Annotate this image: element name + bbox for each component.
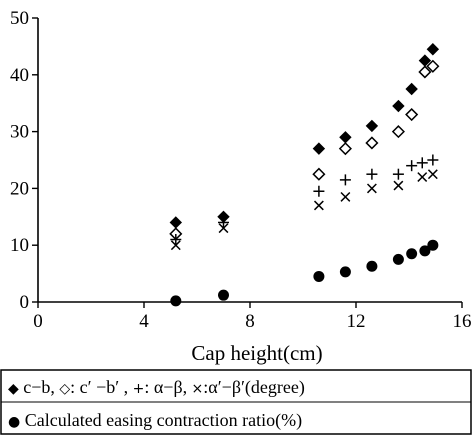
axes xyxy=(32,17,463,308)
series-diamond-open xyxy=(169,59,440,241)
x-tick-label: 16 xyxy=(453,311,472,332)
circle-filled-point xyxy=(419,245,431,257)
cross-point xyxy=(393,180,404,191)
circle-filled-point xyxy=(406,248,418,260)
cross-point xyxy=(340,191,351,202)
legend: ◆ c−b, ◇: c′ −b′ , +: α−β, ×:α′−β′(degre… xyxy=(0,369,472,435)
x-axis-title: Cap height(cm) xyxy=(191,341,322,365)
series-diamond-filled xyxy=(169,43,440,229)
x-tick-label: 0 xyxy=(33,311,43,332)
series-plus xyxy=(170,154,439,246)
cross-point xyxy=(417,172,428,182)
circle-filled-point xyxy=(339,266,351,278)
legend-marker: × xyxy=(187,381,203,397)
legend-label: :α′−β′(degree) xyxy=(203,377,305,398)
plus-point xyxy=(406,160,418,172)
plus-point xyxy=(339,174,351,186)
cross-point xyxy=(366,183,377,194)
plus-point xyxy=(313,185,325,197)
diamond-open-point xyxy=(312,167,326,181)
cross-point-b xyxy=(170,240,181,251)
x-tick-label: 8 xyxy=(245,311,255,332)
plus-point xyxy=(170,234,182,246)
plus-point xyxy=(366,168,378,180)
legend-label: : c′ −b′ , xyxy=(70,377,128,397)
diamond-open-point xyxy=(426,59,440,73)
plus-point xyxy=(427,154,439,166)
circle-filled-point xyxy=(427,239,439,251)
cross-point-b xyxy=(393,180,404,191)
diamond-filled-point xyxy=(312,142,326,155)
circle-filled-point xyxy=(170,295,182,307)
plus-point xyxy=(392,168,404,180)
y-tick-label: 20 xyxy=(10,178,29,199)
cross-point-b xyxy=(427,169,438,180)
legend-marker: ● xyxy=(8,414,20,430)
cross-point-b xyxy=(366,183,377,194)
circle-filled-point xyxy=(366,260,378,272)
cross-point xyxy=(170,240,181,251)
diamond-filled-point xyxy=(426,43,440,56)
diamond-filled-point xyxy=(339,131,352,144)
diamond-open-point xyxy=(418,65,432,79)
x-tick-label: 12 xyxy=(347,311,366,332)
diamond-open-point xyxy=(391,125,405,139)
diamond-filled-point xyxy=(365,119,379,133)
y-tick-label: 10 xyxy=(10,235,29,256)
legend-line-1: ◆ c−b, ◇: c′ −b′ , +: α−β, ×:α′−β′(degre… xyxy=(8,377,305,398)
cross-point-b xyxy=(417,172,428,182)
cross-point xyxy=(313,200,324,211)
legend-line-2: ● Calculated easing contraction ratio(%) xyxy=(8,410,302,431)
legend-label: : α−β, xyxy=(144,377,187,397)
y-tick-label: 50 xyxy=(10,8,29,29)
circle-filled-point xyxy=(218,289,229,301)
plus-point xyxy=(416,157,428,169)
tick-labels: 0 10 20 30 40 50 0 4 8 12 16 xyxy=(10,8,472,332)
legend-marker: ◇ xyxy=(55,381,70,397)
diamond-filled-point xyxy=(392,99,405,113)
circle-filled-point xyxy=(313,270,325,282)
y-tick-label: 30 xyxy=(10,122,29,143)
plus-point xyxy=(218,216,229,228)
circle-filled-point xyxy=(392,253,404,265)
legend-label: Calculated easing contraction ratio(%) xyxy=(20,410,302,431)
legend-label: c−b, xyxy=(19,377,55,397)
diamond-open-point xyxy=(365,136,379,150)
series-circle-filled xyxy=(170,239,439,307)
diamond-open-point xyxy=(338,142,352,156)
y-tick-label: 40 xyxy=(10,65,29,86)
cross-point-b xyxy=(218,223,229,234)
diamond-filled-point xyxy=(405,82,418,96)
cross-point-b xyxy=(340,191,351,202)
cross-point-b xyxy=(313,200,324,211)
diamond-filled-point xyxy=(169,216,183,229)
diamond-open-point xyxy=(405,107,419,122)
cross-point xyxy=(218,223,229,234)
legend-marker: ◆ xyxy=(8,381,19,397)
data-marks xyxy=(169,43,440,307)
cross-point xyxy=(427,169,438,180)
series-cross xyxy=(170,169,438,251)
x-tick-label: 4 xyxy=(139,311,149,332)
y-tick-label: 0 xyxy=(20,292,30,313)
legend-marker: + xyxy=(128,381,144,397)
